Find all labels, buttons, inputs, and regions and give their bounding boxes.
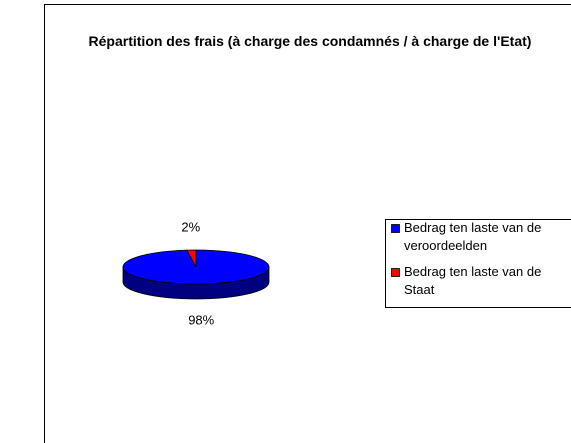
data-label: 2% <box>181 220 200 235</box>
legend-swatch <box>391 268 400 277</box>
data-label: 98% <box>188 312 214 327</box>
pie-slice <box>186 249 197 268</box>
legend-swatch <box>391 224 400 233</box>
chart-title: Répartition des frais (à charge des cond… <box>89 33 532 49</box>
legend-label: Bedrag ten laste van de veroordeelden <box>404 220 541 253</box>
legend-box <box>385 219 571 308</box>
legend-label: Bedrag ten laste van de Staat <box>404 264 541 297</box>
